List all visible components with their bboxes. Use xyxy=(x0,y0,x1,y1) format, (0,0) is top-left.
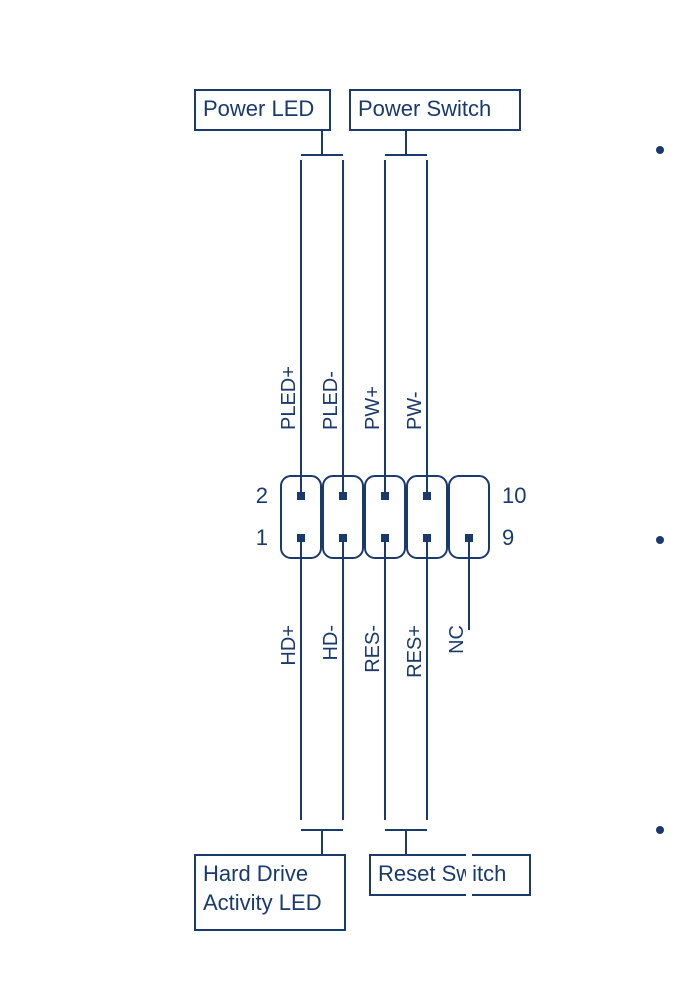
bullet-2 xyxy=(656,826,664,834)
nc-mask xyxy=(466,630,472,930)
bullet-0 xyxy=(656,146,664,154)
hdd-led-line1-label: Hard Drive xyxy=(203,861,308,886)
reset-switch-label: Reset Switch xyxy=(378,861,506,886)
pin-label-PLED-: PLED- xyxy=(320,371,342,430)
pin-label-PW+: PW+ xyxy=(362,386,384,430)
power-led-label: Power LED xyxy=(203,96,314,121)
pin-number-top-right: 10 xyxy=(502,483,526,508)
hdd-led-line2-label: Activity LED xyxy=(203,890,322,915)
bullet-1 xyxy=(656,536,664,544)
pin-label-NC: NC xyxy=(446,625,468,654)
front-panel-diagram: 2 1 10 9 PLED+ PLED- PW+ PW- HD+ HD- RES- RES+ NC Pow… xyxy=(0,0,700,979)
pin-label-PLED+: PLED+ xyxy=(278,366,300,430)
pin-label-RES+: RES+ xyxy=(404,625,426,678)
pin-label-RES-: RES- xyxy=(362,625,384,673)
pin-label-HD+: HD+ xyxy=(278,625,300,666)
pin-number-top-left: 2 xyxy=(256,483,268,508)
pin-number-bottom-left: 1 xyxy=(256,525,268,550)
pin-label-HD-: HD- xyxy=(320,625,342,661)
pin-number-bottom-right: 9 xyxy=(502,525,514,550)
pin-label-PW-: PW- xyxy=(404,391,426,430)
power-switch-label: Power Switch xyxy=(358,96,491,121)
